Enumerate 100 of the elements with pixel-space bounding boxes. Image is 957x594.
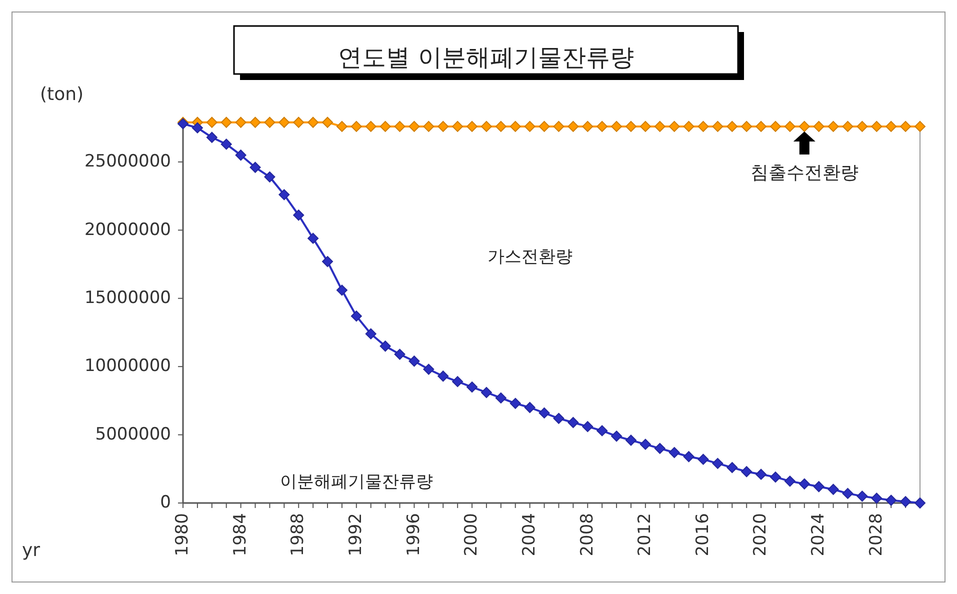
x-axis-title: yr: [22, 540, 41, 561]
point: [568, 120, 579, 132]
point: [480, 386, 492, 398]
point: [553, 412, 564, 424]
point: [322, 256, 334, 268]
point: [438, 120, 449, 132]
point: [538, 407, 550, 418]
point: [856, 120, 868, 132]
point: [712, 120, 724, 132]
point: [914, 120, 926, 132]
point: [394, 348, 406, 360]
point: [408, 356, 420, 367]
point: [524, 120, 536, 132]
point: [886, 494, 897, 506]
point: [798, 478, 810, 490]
point: [394, 120, 406, 132]
point: [264, 116, 276, 128]
point: [871, 492, 882, 504]
point: [235, 150, 246, 161]
y-tick-label: 10000000: [84, 356, 171, 376]
point: [726, 462, 738, 474]
point: [466, 120, 478, 132]
point: [220, 138, 232, 150]
x-tick-label: 2008: [577, 513, 598, 556]
point: [842, 488, 854, 499]
point: [582, 421, 594, 432]
point: [452, 120, 464, 132]
point: [784, 120, 796, 132]
point: [308, 232, 319, 244]
point: [900, 496, 912, 508]
point: [408, 120, 420, 132]
point: [741, 466, 752, 478]
point: [856, 490, 868, 502]
point: [495, 120, 506, 132]
point: [654, 120, 666, 132]
point: [423, 364, 434, 375]
point: [596, 120, 608, 132]
point: [611, 430, 622, 442]
point: [640, 438, 651, 450]
point: [625, 434, 636, 446]
point: [756, 468, 767, 480]
x-tick-label: 2024: [808, 513, 828, 556]
point: [495, 392, 506, 404]
annotation: 이분해폐기물잔류량: [280, 472, 433, 492]
point: [293, 116, 304, 128]
point: [480, 120, 492, 132]
point: [278, 116, 290, 128]
point: [538, 120, 550, 132]
point: [380, 120, 391, 132]
point: [438, 370, 449, 382]
point: [466, 382, 478, 393]
point: [698, 454, 709, 465]
point: [250, 116, 261, 128]
point: [452, 376, 464, 388]
x-tick-label: 1984: [230, 513, 250, 556]
point: [842, 120, 854, 132]
point: [712, 458, 724, 469]
point: [308, 116, 319, 128]
point: [770, 472, 781, 483]
point: [264, 171, 276, 182]
point: [365, 120, 376, 132]
y-tick-label: 5000000: [95, 424, 171, 444]
point: [813, 481, 824, 492]
point: [192, 122, 203, 134]
point: [423, 120, 434, 132]
x-tick-label: 2020: [750, 513, 771, 556]
point: [914, 498, 926, 508]
point: [668, 120, 680, 132]
x-tick-label: 2016: [692, 513, 713, 556]
x-tick-label: 2000: [462, 513, 482, 556]
point: [770, 120, 781, 132]
point: [886, 120, 897, 132]
x-tick-label: 1988: [288, 513, 308, 556]
point: [206, 132, 218, 143]
point: [813, 120, 824, 132]
point: [235, 116, 246, 128]
x-tick-label: 2012: [635, 513, 656, 556]
point: [336, 284, 348, 296]
point: [568, 417, 579, 428]
point: [220, 116, 232, 128]
point: [596, 425, 608, 436]
y-tick-label: 25000000: [84, 152, 171, 172]
point: [683, 120, 694, 132]
point: [756, 120, 767, 132]
point: [322, 116, 334, 128]
point: [784, 476, 796, 487]
y-tick-label: 0: [160, 492, 171, 513]
point: [553, 120, 564, 132]
point: [206, 116, 218, 128]
point: [250, 162, 261, 173]
point: [683, 451, 694, 462]
point: [640, 120, 651, 132]
point: [741, 120, 752, 132]
point: [293, 210, 304, 221]
point: [350, 120, 362, 132]
point: [611, 120, 622, 132]
point: [900, 120, 912, 132]
point: [582, 120, 594, 132]
x-tick-label: 1980: [172, 513, 193, 556]
point: [625, 120, 636, 132]
